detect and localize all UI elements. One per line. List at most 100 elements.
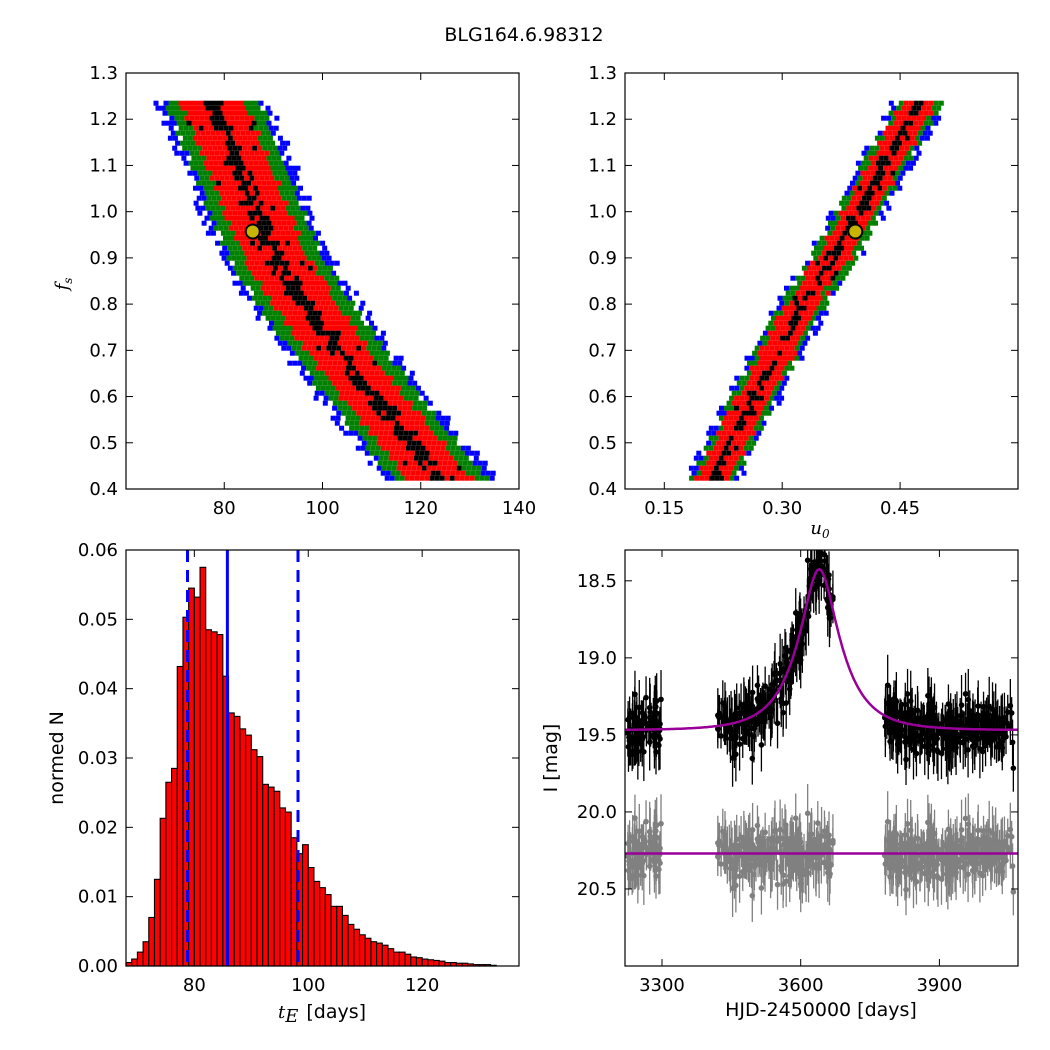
p0-heatmap-cell <box>321 345 327 351</box>
p1-heatmap-cell <box>790 275 796 281</box>
p0-heatmap-cell <box>319 370 325 376</box>
p1-heatmap-cell <box>779 395 785 401</box>
p0-heatmap-cell <box>309 250 315 256</box>
p0-heatmap-cell <box>232 265 238 271</box>
p1-heatmap-cell <box>918 100 924 106</box>
p1-heatmap-cell <box>825 260 831 266</box>
p0-heatmap-cell <box>281 220 287 226</box>
p0-heatmap-cell <box>222 210 228 216</box>
p1-heatmap-cell <box>844 245 849 251</box>
p3-residual-point <box>808 831 815 837</box>
p0-heatmap-cell <box>226 155 232 161</box>
p0-heatmap-cell <box>210 205 216 211</box>
p1-heatmap-cell <box>853 255 859 261</box>
p0-heatmap-cell <box>215 140 221 146</box>
p1-heatmap-cell <box>917 130 923 136</box>
p0-heatmap-cell <box>467 460 473 466</box>
p0-heatmap-cell <box>281 270 287 276</box>
p0-heatmap-cell <box>376 465 382 471</box>
p0-heatmap-cell <box>263 225 269 231</box>
p0-heatmap-cell <box>207 170 213 176</box>
p0-heatmap-cell <box>244 115 250 121</box>
p0-heatmap-cell <box>424 420 430 426</box>
p1-heatmap-cell <box>744 395 750 401</box>
p0-heatmap-cell <box>246 180 252 186</box>
p1-heatmap-cell <box>796 315 801 321</box>
p0-heatmap-cell <box>272 210 278 216</box>
p0-heatmap-cell <box>259 275 265 281</box>
p0-heatmap-cell <box>214 215 220 221</box>
p0-heatmap-cell <box>369 425 375 431</box>
p1-heatmap-cell <box>908 100 914 106</box>
p1-heatmap-cell <box>922 130 928 136</box>
p1-heatmap-cell <box>787 340 793 346</box>
p0-heatmap-cell <box>228 185 233 191</box>
p0-heatmap-cell <box>354 320 359 326</box>
p1-heatmap-cell <box>838 210 844 216</box>
p0-heatmap-cell <box>401 440 407 446</box>
p1-heatmap-cell <box>842 230 848 236</box>
p0-heatmap-cell <box>397 405 403 411</box>
p3-data-point <box>884 682 891 689</box>
p1-heatmap-cell <box>904 135 910 141</box>
p0-heatmap-cell <box>232 145 238 151</box>
p1-heatmap-cell <box>754 365 760 371</box>
p0-heatmap-cell <box>183 125 189 131</box>
p1-heatmap-cell <box>933 100 939 106</box>
p0-heatmap-cell <box>306 255 312 261</box>
p0-heatmap-cell <box>329 275 335 281</box>
p3-data-point <box>1008 710 1015 716</box>
p0-heatmap-cell <box>200 105 206 111</box>
p0-heatmap-cell <box>337 280 343 286</box>
p0-heatmap-cell <box>368 355 374 361</box>
p0-heatmap-cell <box>216 220 222 226</box>
p0-heatmap-cell <box>255 240 261 246</box>
p3-data-point <box>925 750 932 756</box>
p0-heatmap-cell <box>452 435 458 441</box>
p1-heatmap-cell <box>896 150 902 156</box>
p0-heatmap-cell <box>242 145 248 151</box>
p1-heatmap-cell <box>767 340 773 346</box>
p0-heatmap-cell <box>210 130 216 136</box>
p1-heatmap-cell <box>794 285 799 291</box>
p1-heatmap-cell <box>746 380 752 386</box>
p0-heatmap-cell <box>337 340 343 346</box>
p0-heatmap-cell <box>268 305 274 311</box>
p0-heatmap-cell <box>397 360 403 366</box>
p0-heatmap-cell <box>365 415 371 421</box>
p0-heatmap-cell <box>315 300 321 306</box>
p0-heatmap-cell <box>241 255 247 261</box>
p0-heatmap-cell <box>293 200 299 206</box>
p0-heatmap-cell <box>348 305 354 311</box>
p0-heatmap-cell <box>341 345 347 351</box>
p0-heatmap-cell <box>333 395 339 401</box>
p0-heatmap-cell <box>202 145 208 151</box>
p1-heatmap-cell <box>900 125 906 131</box>
p0-heatmap-cell <box>270 230 276 236</box>
p0-heatmap-cell <box>342 400 348 406</box>
p0-heatmap-cell <box>373 395 379 401</box>
p0-heatmap-cell <box>366 410 372 416</box>
p0-heatmap-cell <box>238 225 244 231</box>
p0-heatmap-cell <box>267 110 273 116</box>
p0-heatmap-cell <box>242 170 248 176</box>
p3-data-point <box>830 594 836 600</box>
p0-heatmap-cell <box>292 360 298 366</box>
p1-heatmap-cell <box>856 240 862 246</box>
p0-heatmap-cell <box>205 140 211 146</box>
p1-heatmap-cell <box>913 110 919 116</box>
p1-heatmap-cell <box>846 250 852 256</box>
p1-heatmap-cell <box>756 400 762 406</box>
p0-heatmap-cell <box>248 185 253 191</box>
p0-heatmap-cell <box>284 190 290 196</box>
p0-heatmap-cell <box>193 100 199 106</box>
p0-heatmap-cell <box>256 255 262 261</box>
p0-heatmap-cell <box>279 335 285 341</box>
p0-heatmap-cell <box>260 130 266 136</box>
p0-heatmap-cell <box>387 460 393 466</box>
p0-heatmap-cell <box>417 460 423 466</box>
p1-heatmap-cell <box>704 475 710 481</box>
p0-heatmap-cell <box>257 280 263 286</box>
panel-tE-vs-fs: 80 100 120 1400.40.50.60.70.80.91.01.11.21.… <box>52 63 536 519</box>
p0-heatmap-cell <box>405 415 411 421</box>
